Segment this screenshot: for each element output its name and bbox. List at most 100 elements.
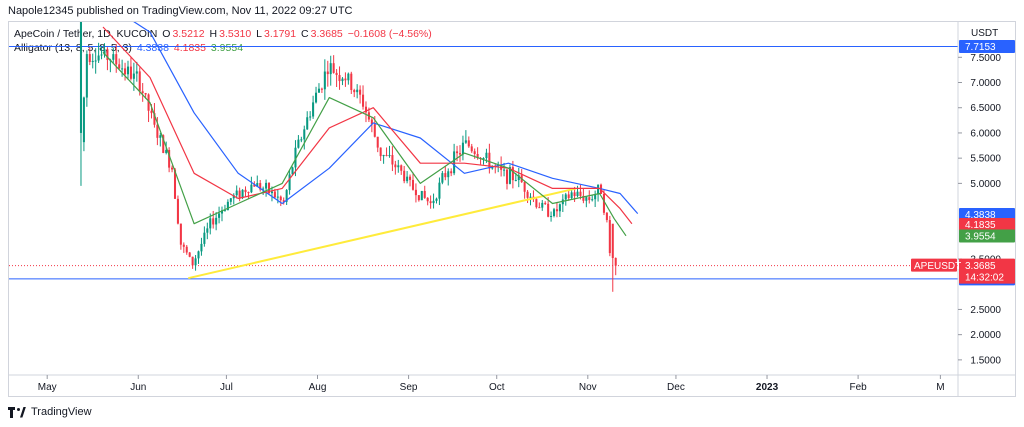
hline-0-tag-label: 7.7153 [965, 42, 996, 53]
candle-body [294, 147, 297, 168]
candle-body [329, 63, 332, 75]
candle-body [332, 63, 335, 73]
candle-body [326, 71, 329, 75]
candle-body [153, 113, 156, 125]
candle-body [118, 64, 121, 69]
candle-body [470, 146, 473, 152]
candle-body [341, 78, 344, 82]
candle-body [173, 169, 177, 199]
low-label: L [256, 28, 262, 40]
candle-body [94, 60, 97, 62]
candle-body [444, 173, 447, 178]
candle-body [317, 88, 320, 93]
candle-body [194, 258, 197, 266]
chart-frame [8, 21, 1016, 397]
candle-body [250, 184, 253, 193]
change-value: −0.1608 (−4.56%) [347, 28, 432, 40]
candle-body [262, 188, 265, 190]
time-tick-label: Aug [309, 382, 327, 393]
candle-body [121, 68, 124, 70]
candle-body [323, 71, 326, 90]
candle-body [129, 66, 132, 79]
candle-body [447, 171, 450, 178]
candle-body [417, 195, 420, 201]
tradingview-logo-icon [8, 406, 26, 418]
price-tick-label: 2.0000 [970, 330, 1001, 341]
publish-header: Napole12345 published on TradingView.com… [8, 5, 353, 17]
candle-body [267, 182, 271, 194]
candle-body [505, 169, 509, 184]
candle-body [409, 176, 412, 180]
candle-body [297, 139, 300, 148]
indicator-jaw-tag-label: 4.3838 [965, 210, 996, 221]
candle-body [526, 191, 529, 198]
candle-body [503, 169, 506, 171]
alligator-jaw-line [133, 22, 639, 214]
candle-body [420, 190, 423, 201]
candle-body [171, 167, 174, 170]
lips-value: 3.9554 [210, 42, 244, 54]
candle-body [235, 190, 238, 196]
price-tick-label: 2.5000 [970, 305, 1001, 316]
alligator-teeth-line [102, 26, 633, 225]
candle-body [438, 182, 441, 199]
candle-body [411, 179, 415, 190]
candle-body [614, 257, 617, 266]
candle-body [138, 71, 141, 92]
candle-body [103, 49, 106, 55]
time-tick-label: M [936, 382, 944, 393]
candle-body [150, 110, 153, 114]
price-tick-label: 5.5000 [970, 154, 1001, 165]
candle-body [552, 209, 556, 216]
open-value: 3.5212 [172, 28, 205, 40]
candle-body [517, 175, 520, 181]
candle-body [259, 183, 262, 190]
candle-body [558, 204, 561, 212]
candle-body [382, 154, 385, 157]
candle-body [124, 68, 127, 75]
symbol-name[interactable]: ApeCoin / Tether, 1D, KUCOIN [14, 28, 158, 40]
high-value: 3.5310 [219, 28, 252, 40]
candle-body [573, 192, 576, 197]
candle-body [303, 129, 306, 140]
candle-body [473, 151, 476, 154]
indicator-teeth-tag [959, 218, 1015, 232]
candle-body [541, 202, 544, 208]
candle-body [115, 54, 118, 65]
indicator-teeth-tag-label: 4.1835 [965, 220, 996, 231]
high-label: H [209, 28, 218, 40]
candle-body [608, 220, 611, 254]
hline-0-tag [959, 39, 1015, 53]
candle-body [226, 201, 229, 211]
indicator-name[interactable]: Alligator (13, 8, 5, 8, 5, 3) [14, 42, 132, 54]
candle-body [244, 189, 247, 193]
support-trendline [187, 187, 577, 280]
candle-body [238, 190, 241, 198]
time-tick-label: Sep [400, 382, 418, 393]
tradingview-brand[interactable]: TradingView [31, 406, 92, 418]
price-tick-label: 6.5000 [970, 103, 1001, 114]
candle-body [453, 151, 456, 174]
candle-body [273, 191, 276, 198]
candle-body [350, 73, 353, 91]
candle-body [265, 182, 268, 189]
close-label: C [301, 28, 309, 40]
time-tick-label: Jul [220, 382, 233, 393]
candle-body [476, 153, 479, 158]
symbol-tag [911, 258, 957, 272]
candle-body [555, 209, 558, 212]
candle-body [306, 117, 309, 130]
candle-body [597, 184, 600, 195]
alligator-lips-line [102, 51, 627, 237]
candle-body [203, 232, 206, 244]
candle-body [391, 155, 394, 165]
candle-body [364, 106, 368, 113]
low-value: 3.1791 [264, 28, 297, 40]
indicator-lips-tag-label: 3.9554 [965, 232, 996, 243]
candle-body [547, 203, 550, 217]
candle-body [253, 184, 256, 187]
countdown-label: 14:32:02 [965, 273, 1004, 284]
candle-body [602, 193, 605, 213]
open-label: O [162, 28, 171, 40]
